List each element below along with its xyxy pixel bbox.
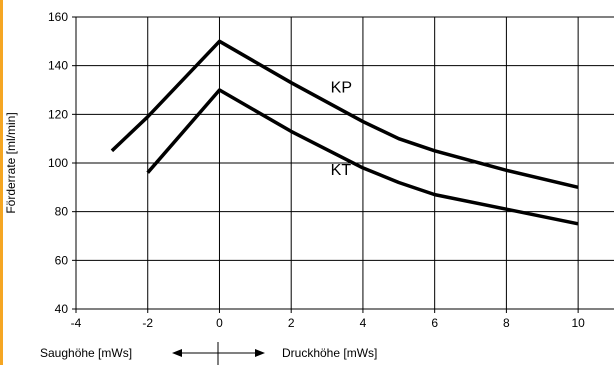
pressure-height-label: Druckhöhe [mWs] bbox=[282, 346, 377, 360]
grid bbox=[75, 16, 614, 310]
y-tick-label: 100 bbox=[48, 156, 68, 170]
x-tick-label: 6 bbox=[431, 316, 438, 330]
x-tick-label: 2 bbox=[288, 316, 295, 330]
tick-labels: 40 60 80 100 120 140 160 -4 -2 0 2 4 6 8 10 bbox=[48, 10, 585, 330]
x-tick-label: 0 bbox=[216, 316, 223, 330]
y-tick-label: 40 bbox=[55, 302, 69, 316]
series-line-kp bbox=[110, 39, 579, 190]
y-tick-label: 120 bbox=[48, 107, 68, 121]
x-tick-label: -2 bbox=[142, 316, 153, 330]
suction-pressure-annotation: Saughöhe [mWs] Druckhöhe [mWs] bbox=[40, 342, 377, 365]
accent-edge-strip bbox=[0, 0, 3, 365]
y-tick-label: 160 bbox=[48, 10, 68, 24]
series-labels: KP KT bbox=[331, 79, 352, 179]
series-label-kp: KP bbox=[331, 79, 352, 96]
y-tick-label: 60 bbox=[55, 253, 69, 267]
left-arrow-head bbox=[172, 349, 182, 357]
series-label-kt: KT bbox=[331, 162, 352, 179]
y-tick-label: 80 bbox=[55, 205, 69, 219]
x-tick-label: 4 bbox=[360, 316, 367, 330]
x-tick-label: -4 bbox=[71, 316, 82, 330]
x-tick-label: 10 bbox=[571, 316, 585, 330]
y-tick-label: 140 bbox=[48, 59, 68, 73]
series-line-kt bbox=[146, 88, 579, 226]
series-lines bbox=[110, 39, 579, 226]
right-arrow-head bbox=[255, 349, 265, 357]
y-axis-label: Förderrate [ml/min] bbox=[4, 112, 18, 213]
x-tick-label: 8 bbox=[503, 316, 510, 330]
suction-height-label: Saughöhe [mWs] bbox=[40, 346, 132, 360]
